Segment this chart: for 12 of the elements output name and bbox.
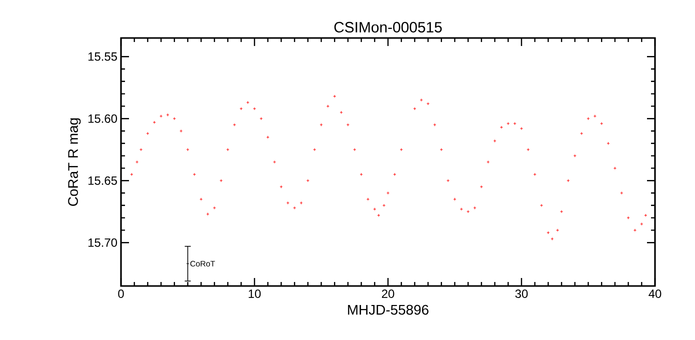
x-tick-label: 0 [118, 290, 124, 298]
chart-title: CSIMon-000515 [334, 22, 442, 32]
x-tick-label: 10 [248, 290, 261, 298]
y-tick-label: 15.65 [88, 176, 117, 185]
y-tick-label: 15.70 [88, 238, 118, 247]
y-tick-label: 15.55 [88, 52, 117, 61]
y-tick-label: 15.60 [88, 114, 118, 123]
x-axis-title: MHJD-55896 [348, 304, 428, 315]
x-tick-label: 30 [515, 290, 528, 298]
x-tick-label: 20 [382, 290, 394, 298]
x-tick-label: 40 [648, 290, 662, 298]
y-axis-title: CoRaT R mag [68, 118, 81, 206]
